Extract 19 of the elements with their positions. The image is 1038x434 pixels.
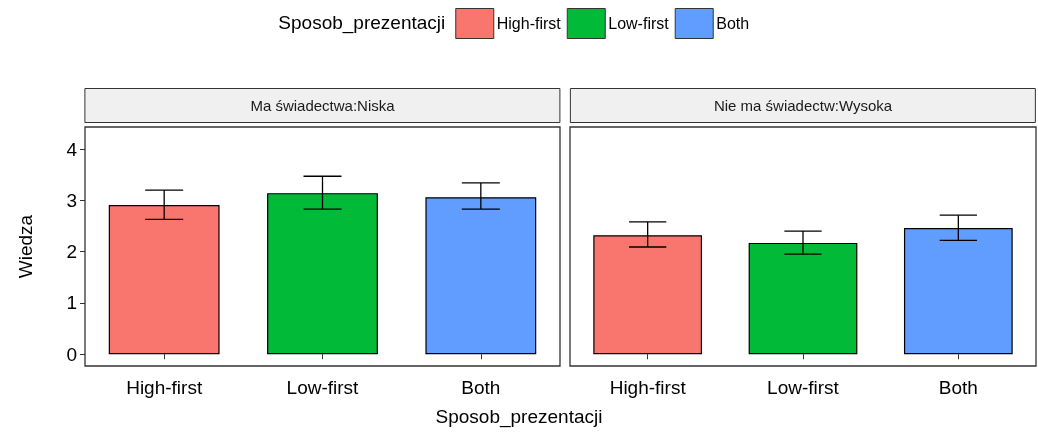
x-tick-label: High-first bbox=[126, 377, 203, 398]
x-tick-label: Low-first bbox=[767, 377, 840, 398]
x-axis-title: Sposob_prezentacji bbox=[434, 406, 604, 428]
y-tick-label: 1 bbox=[66, 292, 77, 314]
y-tick-label: 0 bbox=[66, 343, 77, 365]
legend-title: Sposob_prezentacji bbox=[278, 12, 446, 34]
x-tick-label: Both bbox=[461, 377, 501, 398]
y-tick-label: 3 bbox=[66, 189, 77, 211]
chart-title: Nie ma świadectw:Wysoka bbox=[713, 97, 893, 114]
y-tick-label: 4 bbox=[66, 138, 78, 160]
y-axis-title: Wiedza bbox=[15, 214, 36, 279]
x-tick-label: Low-first bbox=[286, 377, 360, 398]
legend-label: Low-first bbox=[608, 15, 670, 32]
legend-label: Both bbox=[716, 15, 750, 32]
x-tick-label: High-first bbox=[609, 377, 687, 398]
legend-label: High-first bbox=[496, 15, 562, 32]
y-tick-label: 2 bbox=[66, 241, 77, 263]
chart-title: Ma świadectwa:Niska bbox=[250, 97, 396, 114]
x-tick-label: Both bbox=[938, 377, 978, 398]
